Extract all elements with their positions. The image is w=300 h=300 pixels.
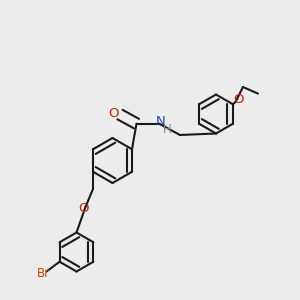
Text: O: O <box>78 202 88 215</box>
Text: O: O <box>233 93 244 106</box>
Text: H: H <box>163 122 172 136</box>
Text: O: O <box>108 106 119 120</box>
Text: N: N <box>156 115 165 128</box>
Text: Br: Br <box>37 267 50 280</box>
